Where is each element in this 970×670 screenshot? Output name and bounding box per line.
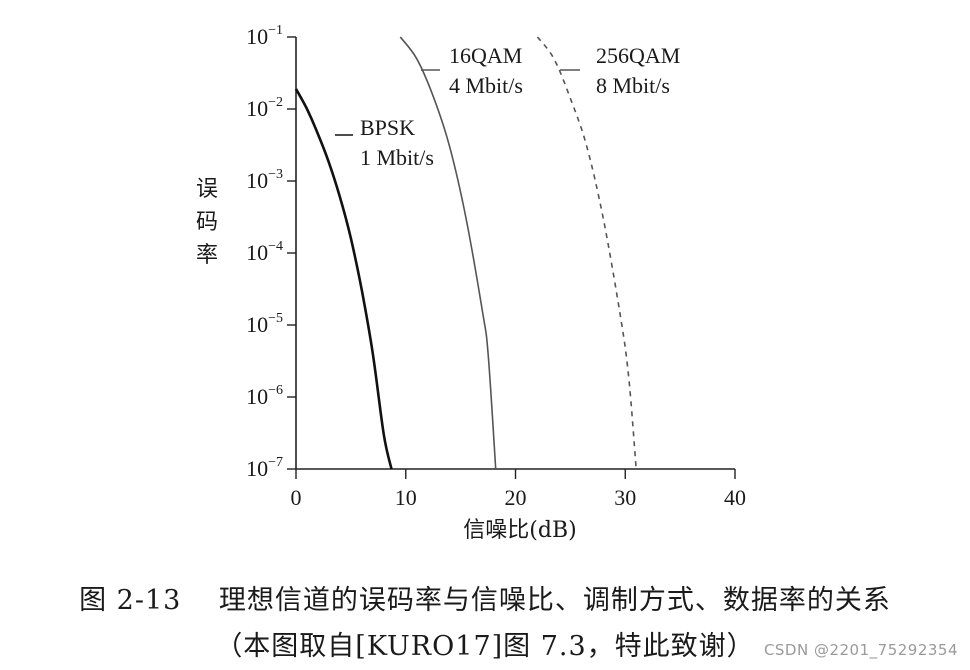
figure-source-note: （本图取自[KURO17]图 7.3，特此致谢）: [215, 631, 755, 662]
y-tick-label: 10−4: [246, 239, 283, 265]
y-tick-label: 10−6: [246, 383, 283, 409]
series-rate-label: 4 Mbit/s: [449, 73, 523, 98]
series-name-label: 16QAM: [449, 43, 522, 68]
series-line-256qam: [536, 36, 637, 470]
y-tick-label: 10−5: [246, 311, 283, 337]
x-tick-label: 20: [505, 485, 527, 510]
y-tick-label: 10−2: [246, 95, 283, 121]
series-line-bpsk: [294, 88, 393, 470]
series-rate-label: 8 Mbit/s: [596, 73, 670, 98]
y-tick-label: 10−7: [246, 455, 283, 481]
x-tick-label: 30: [614, 485, 636, 510]
x-axis-label: 信噪比(dB): [463, 518, 576, 543]
x-tick-label: 40: [724, 485, 746, 510]
series-line-16qam: [399, 36, 497, 470]
y-tick-label: 10−1: [246, 23, 283, 49]
series-rate-label: 1 Mbit/s: [360, 145, 434, 170]
series-name-label: 256QAM: [596, 43, 680, 68]
x-tick-label: 0: [291, 485, 302, 510]
figure-caption: 图 2-13 理想信道的误码率与信噪比、调制方式、数据率的关系: [79, 585, 891, 616]
x-tick-label: 10: [395, 485, 417, 510]
ber-chart: 10−1 10−2 10−3 10−4 10−5 10−6 10−7 0 10 20 30 40 信噪比…: [196, 23, 746, 543]
series-name-label: BPSK: [360, 115, 415, 140]
y-axis-label: 误码率: [196, 177, 218, 268]
watermark: CSDN @2201_75292354: [763, 641, 958, 659]
y-tick-label: 10−3: [246, 167, 283, 193]
